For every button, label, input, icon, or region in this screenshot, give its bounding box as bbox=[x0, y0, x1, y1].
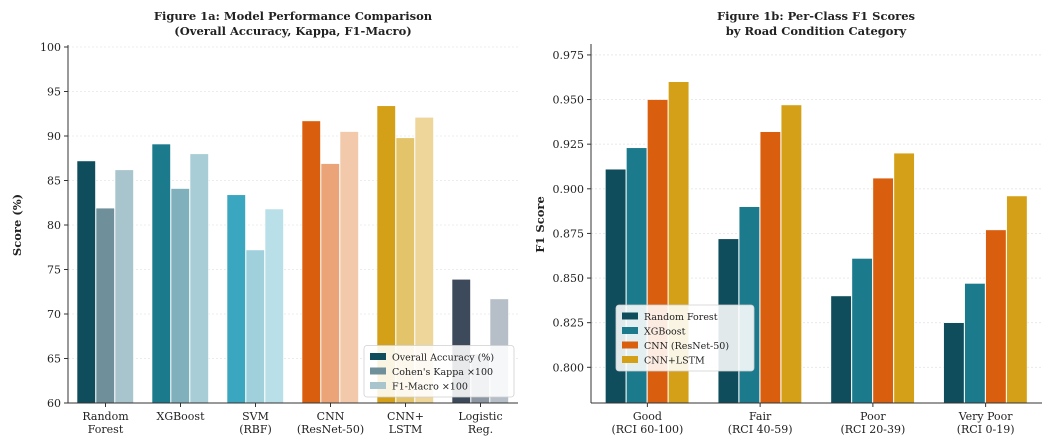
bar bbox=[264, 208, 284, 404]
x-tick-label: (RCI 20-39) bbox=[840, 423, 905, 436]
bar bbox=[964, 283, 986, 404]
legend-box bbox=[615, 304, 755, 372]
bar bbox=[943, 322, 965, 404]
bar bbox=[76, 160, 96, 404]
legend-swatch bbox=[370, 353, 386, 360]
x-tick-label: Good bbox=[633, 410, 662, 423]
y-tick-label: 0.825 bbox=[553, 317, 585, 330]
chart-title: Figure 1a: Model Performance Comparison bbox=[154, 9, 433, 23]
legend-entry: CNN (ResNet-50) bbox=[644, 341, 729, 352]
bar bbox=[780, 104, 802, 404]
x-tick-label: XGBoost bbox=[156, 410, 205, 423]
legend-entry: Cohen's Kappa ×100 bbox=[392, 367, 493, 378]
chart-subtitle: by Road Condition Category bbox=[726, 24, 907, 38]
bar bbox=[872, 177, 894, 404]
legend-swatch bbox=[622, 327, 638, 334]
y-tick-label: 0.950 bbox=[553, 94, 585, 107]
chart-panel-1: Figure 1a: Model Performance Comparison(… bbox=[10, 9, 518, 436]
y-axis-label: Score (%) bbox=[10, 194, 24, 256]
y-tick-label: 95 bbox=[47, 86, 61, 99]
y-tick-label: 0.900 bbox=[553, 183, 585, 196]
x-tick-label: (RCI 40-59) bbox=[728, 423, 793, 436]
bar bbox=[339, 131, 359, 404]
y-tick-label: 0.925 bbox=[553, 138, 585, 151]
legend-swatch bbox=[370, 382, 386, 389]
bar bbox=[151, 143, 171, 404]
bar bbox=[851, 258, 873, 404]
y-tick-label: 75 bbox=[47, 264, 61, 277]
legend-entry: Overall Accuracy (%) bbox=[392, 353, 494, 364]
y-tick-label: 0.875 bbox=[553, 227, 585, 240]
y-tick-label: 85 bbox=[47, 175, 61, 188]
y-axis-label: F1 Score bbox=[533, 196, 547, 253]
legend: Overall Accuracy (%) Cohen's Kappa ×100 F1… bbox=[363, 345, 515, 398]
x-tick-label: LSTM bbox=[389, 423, 422, 436]
y-tick-label: 100 bbox=[40, 41, 61, 54]
bar bbox=[985, 229, 1007, 404]
x-tick-label: CNN+ bbox=[387, 410, 424, 423]
x-tick-label: Logistic bbox=[458, 410, 502, 423]
legend-entry: Random Forest bbox=[644, 312, 718, 323]
x-tick-label: Poor bbox=[860, 410, 886, 423]
legend-swatch bbox=[622, 312, 638, 320]
bar bbox=[170, 188, 190, 404]
x-tick-label: (RBF) bbox=[239, 423, 272, 436]
legend-swatch bbox=[370, 367, 386, 375]
y-tick-label: 80 bbox=[47, 219, 61, 232]
bar bbox=[320, 163, 340, 404]
bar bbox=[301, 120, 321, 404]
x-tick-label: (ResNet-50) bbox=[297, 423, 364, 436]
x-tick-label: SVM bbox=[242, 410, 269, 423]
y-tick-label: 65 bbox=[47, 353, 61, 366]
bar bbox=[830, 295, 852, 404]
legend-box bbox=[363, 345, 515, 398]
x-tick-label: Random bbox=[82, 410, 129, 423]
bar bbox=[114, 169, 134, 404]
x-tick-label: Fair bbox=[749, 410, 772, 423]
bar bbox=[893, 152, 915, 404]
y-tick-label: 60 bbox=[47, 397, 61, 410]
x-tick-label: Forest bbox=[88, 423, 124, 436]
bar bbox=[95, 207, 115, 404]
y-tick-label: 0.975 bbox=[553, 49, 585, 62]
chart-subtitle: (Overall Accuracy, Kappa, F1-Macro) bbox=[174, 24, 411, 38]
y-tick-label: 90 bbox=[47, 130, 61, 143]
y-tick-label: 70 bbox=[47, 308, 61, 321]
legend-entry: CNN+LSTM bbox=[644, 356, 705, 367]
legend: Random Forest XGBoost CNN (ResNet-50) CNN+L… bbox=[615, 304, 755, 372]
x-tick-label: Very Poor bbox=[958, 410, 1014, 423]
legend-swatch bbox=[622, 356, 638, 363]
bar bbox=[759, 131, 781, 404]
legend-swatch bbox=[622, 341, 638, 349]
bar bbox=[245, 249, 265, 404]
bar bbox=[1006, 195, 1028, 404]
x-tick-label: (RCI 60-100) bbox=[611, 423, 683, 436]
legend-entry: F1-Macro ×100 bbox=[392, 382, 468, 393]
bar bbox=[189, 153, 209, 404]
legend-entry: XGBoost bbox=[644, 327, 686, 338]
x-tick-label: CNN bbox=[317, 410, 345, 423]
chart-title: Figure 1b: Per-Class F1 Scores bbox=[717, 9, 915, 23]
x-tick-label: (RCI 0-19) bbox=[957, 423, 1015, 436]
y-tick-label: 0.800 bbox=[553, 361, 585, 374]
y-tick-label: 0.850 bbox=[553, 272, 585, 285]
bar bbox=[226, 194, 246, 404]
x-tick-label: Reg. bbox=[468, 423, 493, 436]
